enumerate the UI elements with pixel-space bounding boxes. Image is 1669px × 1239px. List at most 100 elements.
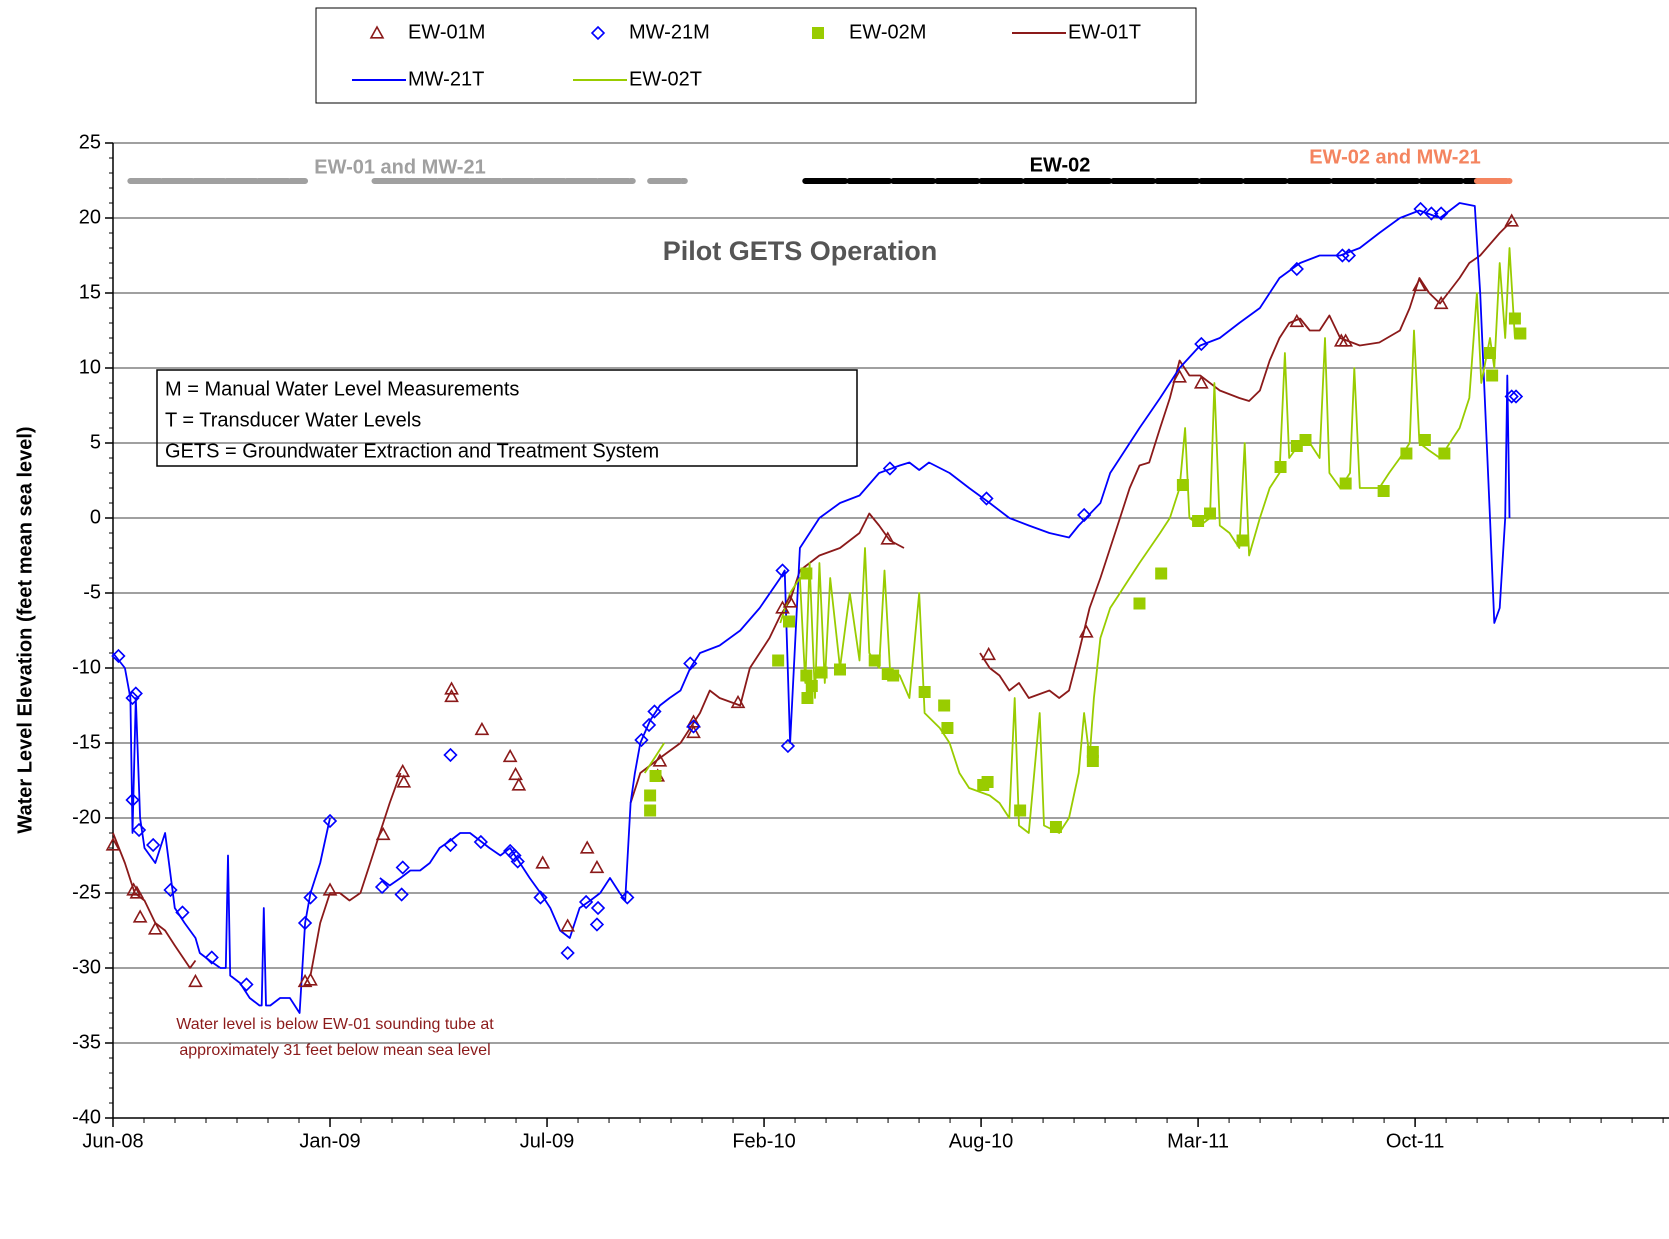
x-tick-label: Mar-11	[1167, 1130, 1229, 1152]
data-point	[443, 747, 458, 763]
legend-swatch	[369, 25, 385, 39]
note-line: GETS = Groundwater Extraction and Treatm…	[165, 440, 659, 462]
data-point	[1193, 375, 1209, 389]
x-tick-label: Oct-11	[1386, 1130, 1445, 1152]
data-point	[686, 724, 701, 739]
data-point	[128, 686, 143, 701]
data-point	[163, 882, 178, 898]
data-point	[204, 950, 219, 965]
data-point	[395, 860, 410, 875]
data-point	[868, 654, 881, 667]
data-point	[1341, 248, 1357, 263]
data-point	[634, 732, 649, 748]
data-point	[644, 804, 657, 817]
legend-label: EW-01M	[408, 21, 485, 43]
operation-label: EW-02 and MW-21	[1309, 146, 1480, 168]
data-point	[1289, 261, 1304, 277]
data-point	[129, 885, 145, 899]
data-point	[815, 666, 828, 679]
data-point	[239, 977, 254, 992]
data-point	[444, 681, 459, 695]
y-tick-label: 15	[79, 281, 101, 303]
annotation: Pilot GETS Operation	[663, 236, 938, 266]
data-point	[444, 688, 459, 703]
x-tick-label: Jul-09	[520, 1130, 574, 1152]
data-point	[1335, 248, 1350, 263]
legend-label: MW-21T	[408, 68, 484, 90]
data-point	[589, 917, 605, 932]
data-point	[1338, 333, 1354, 347]
note-line: T = Transducer Water Levels	[165, 409, 421, 431]
callout: approximately 31 feet below mean sea lev…	[179, 1042, 490, 1059]
data-point	[510, 854, 525, 869]
data-point	[1049, 821, 1062, 833]
data-point	[783, 615, 796, 628]
data-point	[1155, 567, 1168, 580]
y-tick-label: 5	[90, 431, 101, 453]
data-point	[801, 692, 814, 704]
data-point	[147, 921, 163, 935]
data-point	[880, 531, 896, 545]
data-point	[730, 694, 746, 709]
data-point	[297, 915, 313, 931]
data-point	[578, 894, 594, 910]
legend-label: EW-02M	[849, 21, 926, 43]
y-tick-label: 10	[79, 356, 101, 378]
data-point	[1077, 507, 1092, 523]
data-point	[1014, 804, 1027, 817]
data-point	[105, 837, 121, 851]
y-tick-label: -40	[72, 1106, 101, 1128]
data-point	[1086, 755, 1099, 767]
data-point	[1133, 597, 1146, 610]
data-point	[126, 882, 141, 896]
data-point	[1289, 313, 1305, 328]
legend-label: EW-01T	[1068, 21, 1141, 43]
data-point	[1514, 327, 1527, 340]
data-point	[579, 840, 595, 854]
data-point	[131, 822, 147, 838]
data-point	[644, 789, 657, 802]
data-point	[590, 900, 606, 916]
data-point	[882, 461, 898, 476]
data-point	[175, 905, 190, 920]
data-point	[800, 669, 813, 682]
legend-swatch	[590, 25, 606, 41]
data-point	[1504, 213, 1520, 227]
data-point	[686, 719, 701, 734]
data-point	[1504, 389, 1519, 404]
data-point	[303, 890, 318, 905]
data-point	[887, 669, 900, 682]
legend-box	[315, 7, 1197, 104]
data-point	[938, 699, 951, 712]
data-point	[146, 837, 161, 853]
data-point	[805, 680, 818, 692]
x-tick-label: Jan-09	[299, 1130, 360, 1152]
data-point	[125, 792, 140, 808]
data-point	[1508, 312, 1521, 325]
data-point	[772, 654, 785, 667]
legend-label: EW-02T	[629, 68, 702, 90]
data-point	[1274, 461, 1287, 473]
data-point	[800, 567, 813, 580]
y-tick-label: -15	[72, 731, 101, 753]
operation-label: EW-01 and MW-21	[314, 156, 485, 178]
data-point	[686, 714, 701, 728]
data-point	[1172, 369, 1187, 383]
data-point	[375, 826, 391, 841]
data-point	[1176, 479, 1189, 491]
data-point	[560, 945, 575, 961]
data-point	[473, 834, 488, 850]
data-point	[374, 879, 390, 895]
data-point	[1433, 295, 1449, 310]
data-point	[507, 848, 522, 863]
data-point	[508, 766, 523, 781]
legend-label: MW-21M	[629, 21, 710, 43]
data-point	[1438, 447, 1451, 460]
y-tick-label: -10	[72, 656, 101, 678]
data-point	[1339, 477, 1352, 490]
data-point	[775, 563, 790, 578]
data-point	[1434, 206, 1449, 221]
data-point	[782, 594, 798, 608]
data-point	[1377, 485, 1390, 497]
